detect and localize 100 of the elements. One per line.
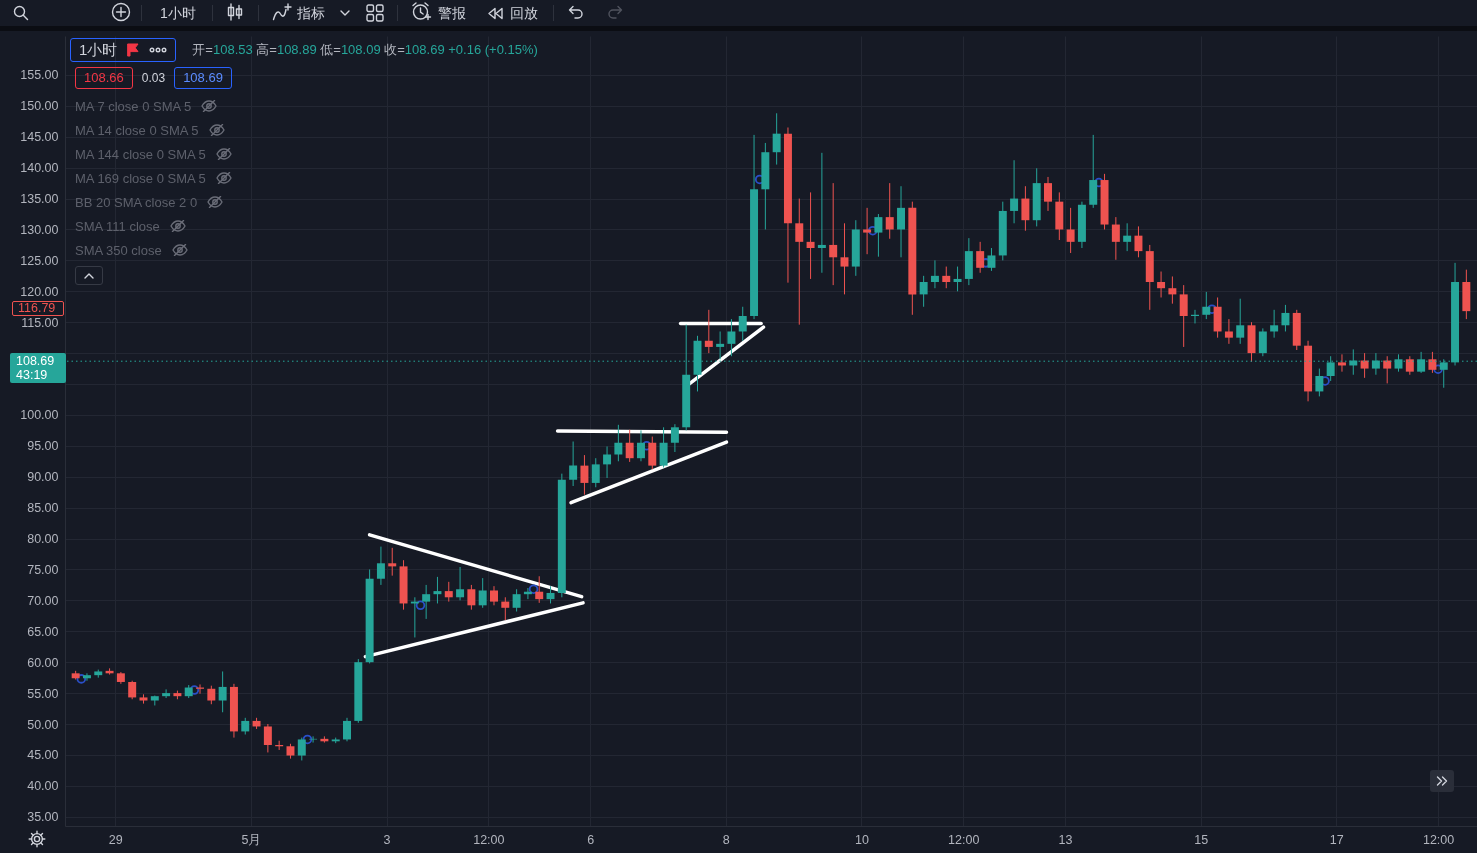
annotation: SMA 350 close	[75, 242, 162, 258]
y-tick-label: 50.00	[27, 717, 59, 732]
x-tick-label: 12:00	[1422, 832, 1455, 847]
candlestick	[930, 259, 939, 289]
y-tick-label: 35.00	[27, 810, 59, 825]
candlestick	[942, 266, 951, 289]
annotation: MA 7 close 0 SMA 5	[75, 98, 192, 114]
candlestick	[343, 717, 351, 742]
candlestick	[603, 445, 612, 479]
candlestick	[976, 241, 985, 274]
text: 116.79	[12, 301, 64, 317]
candlestick	[953, 266, 962, 292]
candlestick	[772, 112, 781, 166]
candlestick	[433, 576, 442, 604]
annotation: 108.66	[75, 67, 133, 89]
candlestick	[444, 581, 453, 603]
candlestick	[625, 429, 634, 463]
candlestick	[716, 330, 725, 360]
annotation: SMA 111 close	[75, 218, 160, 234]
candlestick	[512, 588, 521, 612]
candlestick	[738, 306, 747, 342]
candlestick	[1337, 353, 1346, 373]
y-tick-label: 45.00	[27, 748, 59, 763]
candlestick	[636, 429, 645, 462]
candlestick	[535, 575, 544, 604]
candlestick	[1111, 216, 1120, 261]
point	[415, 600, 426, 611]
annotation: MA 144 close 0 SMA 5	[75, 146, 206, 162]
point	[867, 225, 878, 236]
y-tick-label: 145.00	[20, 130, 59, 145]
candlestick	[1134, 225, 1143, 258]
candlestick	[1202, 291, 1211, 320]
y-tick-label: 60.00	[27, 655, 59, 670]
annotation: 108.69	[174, 67, 232, 89]
point	[189, 685, 200, 695]
y-tick-label: 140.00	[20, 161, 59, 176]
candlestick	[1179, 284, 1188, 348]
candlestick	[727, 318, 736, 357]
candlestick	[1360, 352, 1369, 379]
candlestick	[885, 182, 894, 240]
candlestick	[1157, 271, 1166, 298]
chart-title: 1小时	[79, 40, 118, 60]
candlestick	[1383, 355, 1392, 384]
x-tick-label: 12:00	[473, 832, 505, 847]
y-tick-label: 70.00	[27, 593, 59, 608]
y-tick-label: 90.00	[27, 470, 59, 485]
candlestick	[591, 457, 600, 488]
y-tick-label: 95.00	[27, 439, 59, 454]
candlestick	[1315, 368, 1324, 397]
candlestick	[1044, 176, 1052, 212]
candlestick	[388, 547, 397, 577]
point	[1433, 364, 1443, 374]
candlestick	[467, 584, 476, 611]
candlestick	[82, 672, 91, 682]
candlestick	[659, 426, 668, 468]
candlestick	[1281, 304, 1290, 332]
candlestick	[1224, 318, 1233, 345]
y-tick-label: 125.00	[20, 253, 59, 268]
x-tick-label: 17	[1329, 832, 1344, 847]
y-tick-label: 100.00	[20, 408, 59, 423]
text: 警报	[438, 4, 466, 23]
text: 指标	[297, 4, 325, 23]
candlestick	[670, 423, 679, 453]
x-tick-label: 29	[108, 832, 123, 847]
annotation: MA 14 close 0 SMA 5	[75, 122, 199, 138]
candlestick	[580, 454, 589, 496]
candlestick	[128, 680, 137, 700]
text: 1小时	[160, 4, 196, 23]
point	[302, 734, 313, 745]
annotation: 0.03	[141, 70, 166, 87]
candlestick	[1270, 309, 1279, 339]
candlestick	[817, 152, 826, 274]
candlestick	[162, 688, 171, 699]
candlestick	[490, 585, 498, 606]
y-tick-label: 80.00	[27, 532, 59, 547]
candlestick	[874, 213, 883, 258]
candlestick	[207, 685, 216, 705]
x-tick-label: 12:00	[948, 832, 980, 847]
point	[76, 674, 87, 684]
x-tick-label: 10	[855, 832, 869, 847]
y-tick-label: 85.00	[27, 501, 59, 516]
y-tick-label: 55.00	[27, 686, 59, 701]
candlestick	[456, 566, 465, 601]
candlestick	[1236, 298, 1245, 345]
annotation: MA 169 close 0 SMA 5	[75, 170, 206, 186]
x-tick-label: 13	[1058, 832, 1073, 847]
candlestick	[806, 191, 815, 280]
y-tick-label: 135.00	[20, 192, 59, 207]
candlestick	[795, 198, 804, 326]
candlestick	[478, 577, 487, 609]
candlestick	[897, 185, 906, 258]
candlestick	[648, 436, 657, 470]
candlestick	[1258, 327, 1267, 357]
chart-subtitle: 开=108.53 高=108.89 低=108.09 收=108.69 +0.16 (+0.15%)	[192, 41, 538, 59]
y-tick-label: 155.00	[20, 68, 59, 83]
candlestick	[919, 275, 928, 308]
y-tick-label: 130.00	[20, 222, 59, 237]
candlestick	[1428, 351, 1437, 374]
annotation: BB 20 SMA close 2 0	[75, 194, 198, 210]
y-tick-label: 40.00	[27, 779, 59, 794]
